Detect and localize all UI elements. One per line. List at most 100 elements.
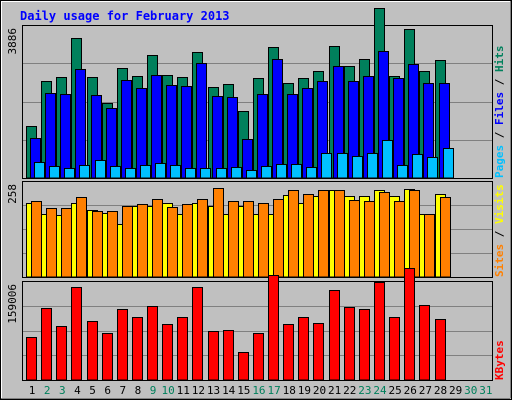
bar-sites-day-20: [318, 190, 329, 278]
bar-sites-day-1: [31, 201, 42, 278]
day-label-12: 12: [192, 384, 205, 397]
day-label-6: 6: [104, 384, 111, 397]
bar-kbytes-day-28: [435, 319, 446, 381]
bar-kbytes-day-20: [313, 323, 324, 381]
bar-files-day-7: [121, 80, 132, 179]
panel-visits: 258 Sites / Visits: [6, 181, 506, 278]
bar-sites-day-14: [228, 201, 239, 278]
chart-title: Daily usage for February 2013: [20, 9, 230, 23]
bar-kbytes-day-2: [41, 308, 52, 381]
day-label-19: 19: [298, 384, 311, 397]
bar-kbytes-day-26: [404, 268, 415, 381]
bar-sites-day-17: [273, 199, 284, 278]
legend-separator: /: [493, 224, 506, 244]
bar-kbytes-day-9: [147, 306, 158, 381]
bar-pages-day-25: [397, 165, 408, 179]
day-label-3: 3: [59, 384, 66, 397]
bar-pages-day-4: [79, 165, 90, 179]
bar-kbytes-day-3: [56, 326, 67, 381]
bar-files-day-10: [166, 85, 177, 179]
bar-sites-day-13: [213, 188, 224, 278]
bar-sites-day-10: [167, 207, 178, 278]
bar-files-day-13: [212, 96, 223, 179]
bar-files-day-11: [181, 86, 192, 179]
bar-kbytes-day-24: [374, 282, 385, 381]
day-label-31: 31: [479, 384, 492, 397]
bar-pages-day-17: [276, 164, 287, 179]
panel-kbytes: 159006 KBytes: [6, 268, 506, 381]
day-label-11: 11: [177, 384, 190, 397]
bar-files-day-9: [151, 75, 162, 179]
bar-pages-day-7: [125, 168, 136, 179]
legend-separator: /: [493, 72, 506, 92]
bar-kbytes-day-7: [117, 309, 128, 381]
panel-hits: 3886 Pages / Files / Hits: [6, 8, 506, 179]
bar-pages-day-28: [443, 148, 454, 179]
bar-pages-day-2: [49, 166, 60, 179]
day-label-29: 29: [449, 384, 462, 397]
bar-pages-day-15: [246, 170, 257, 179]
bar-sites-day-25: [394, 201, 405, 278]
bar-sites-day-9: [152, 199, 163, 278]
bar-files-day-3: [60, 94, 71, 179]
bar-kbytes-day-10: [162, 324, 173, 381]
bar-files-day-16: [257, 94, 268, 179]
bar-sites-day-27: [424, 214, 435, 278]
bar-sites-day-26: [409, 190, 420, 278]
legend-kbytes: KBytes: [493, 340, 506, 380]
bar-files-day-14: [227, 97, 238, 179]
day-label-8: 8: [135, 384, 142, 397]
bar-pages-day-8: [140, 165, 151, 179]
bar-kbytes-day-15: [238, 352, 249, 381]
bar-pages-day-21: [337, 153, 348, 179]
bar-kbytes-day-19: [298, 317, 309, 381]
bar-sites-day-4: [76, 197, 87, 278]
day-label-14: 14: [222, 384, 236, 397]
bar-sites-day-6: [107, 211, 118, 278]
bar-kbytes-day-6: [102, 333, 113, 381]
day-label-7: 7: [119, 384, 126, 397]
bar-sites-day-2: [46, 208, 57, 278]
bar-kbytes-day-4: [71, 287, 82, 381]
day-label-20: 20: [313, 384, 326, 397]
day-label-24: 24: [373, 384, 387, 397]
bar-pages-day-9: [155, 163, 166, 179]
bar-sites-day-3: [61, 208, 72, 278]
bar-sites-day-15: [243, 201, 254, 278]
bar-sites-day-11: [182, 204, 193, 278]
panel-max-label: 3886: [6, 28, 19, 55]
day-label-18: 18: [283, 384, 296, 397]
bar-pages-day-16: [261, 166, 272, 179]
bar-files-day-12: [196, 63, 207, 179]
bar-kbytes-day-11: [177, 317, 188, 381]
day-label-21: 21: [328, 384, 341, 397]
bar-sites-day-28: [440, 197, 451, 278]
chart-panels: 3886 Pages / Files / Hits 258 Sites / Visit…: [6, 8, 506, 381]
bar-files-day-2: [45, 93, 56, 179]
bar-pages-day-12: [200, 168, 211, 179]
legend-pages: Pages: [493, 145, 506, 178]
day-label-13: 13: [207, 384, 220, 397]
day-label-4: 4: [74, 384, 81, 397]
bar-sites-day-24: [379, 192, 390, 278]
bar-kbytes-day-5: [87, 321, 98, 381]
bar-pages-day-26: [412, 154, 423, 179]
bar-sites-day-18: [288, 190, 299, 278]
day-label-5: 5: [89, 384, 96, 397]
panel-max-label: 159006: [6, 284, 19, 324]
legend-visits: Visits: [493, 184, 506, 224]
day-label-17: 17: [267, 384, 280, 397]
bar-pages-day-20: [321, 153, 332, 179]
bar-pages-day-1: [34, 162, 45, 179]
bar-pages-day-24: [382, 140, 393, 179]
legend-separator: /: [493, 125, 506, 145]
bar-sites-day-23: [364, 201, 375, 278]
bar-pages-day-11: [185, 168, 196, 179]
bar-pages-day-27: [427, 157, 438, 179]
panel-legend: KBytes: [493, 340, 506, 380]
bar-sites-day-19: [303, 194, 314, 278]
bar-kbytes-day-8: [132, 317, 143, 381]
day-label-2: 2: [44, 384, 51, 397]
bar-sites-day-7: [122, 206, 133, 278]
